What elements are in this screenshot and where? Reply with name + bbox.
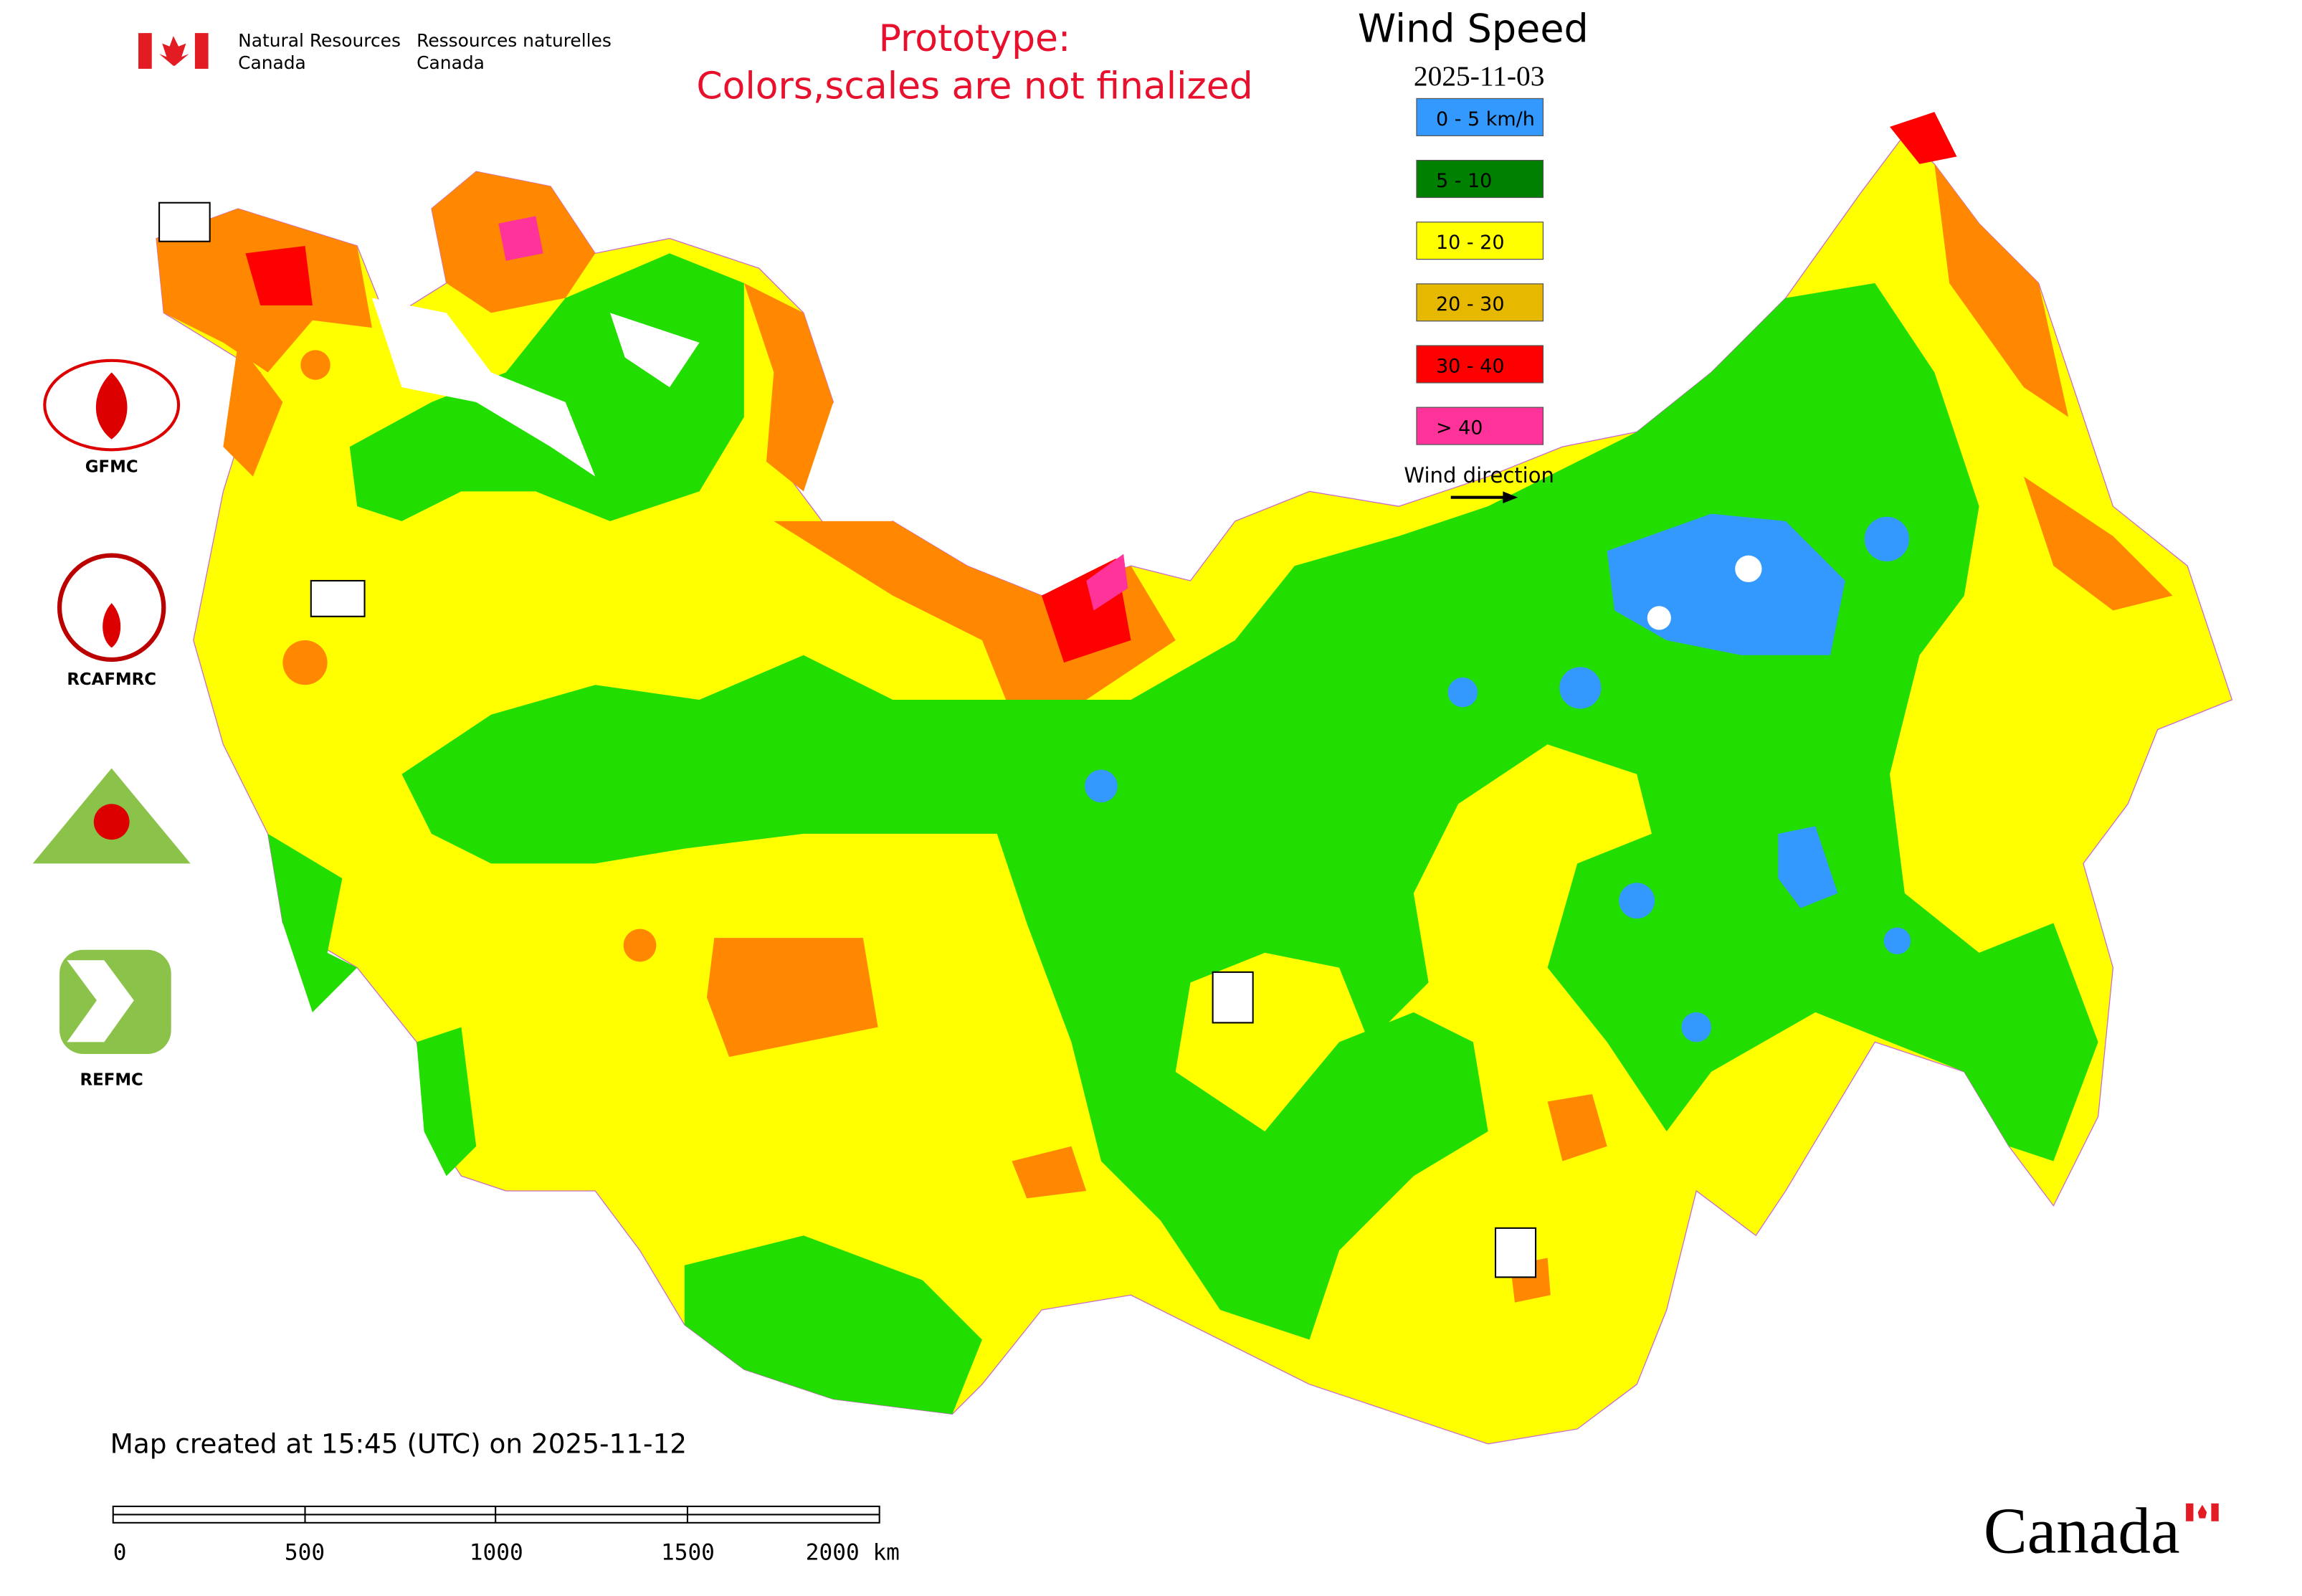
direction-label: Wind direction bbox=[1404, 463, 1554, 488]
legend-label: 10 - 20 bbox=[1436, 232, 1505, 254]
direction-arrow bbox=[1503, 491, 1518, 504]
logo-marker bbox=[158, 201, 211, 242]
legend-label: 5 - 10 bbox=[1436, 170, 1492, 192]
legend-swatch bbox=[1416, 222, 1544, 260]
legend-swatch bbox=[1416, 98, 1544, 136]
logo bbox=[93, 804, 130, 840]
zone-blue bbox=[1559, 667, 1602, 709]
logo-label: GFMC bbox=[85, 457, 138, 476]
agency-en: Natural Resources bbox=[238, 30, 401, 51]
legend-items: 0 - 5 km/h 5 - 10 10 - 20 20 - 30 30 - 40 > 4… bbox=[1416, 98, 1544, 445]
zone-blue bbox=[1447, 677, 1478, 708]
logo-marker bbox=[1212, 971, 1254, 1024]
logo-label: RCAFMRC bbox=[67, 670, 156, 689]
legend-label: 30 - 40 bbox=[1436, 355, 1505, 377]
logo-label: REFMC bbox=[80, 1071, 143, 1090]
wordmark-flag bbox=[2186, 1503, 2194, 1521]
zone-orange bbox=[156, 163, 2173, 1303]
zone-orange bbox=[282, 640, 328, 685]
zone-blue bbox=[1681, 1012, 1711, 1042]
flag-leaf bbox=[159, 36, 189, 66]
legend-title: Wind Speed bbox=[1358, 6, 1589, 52]
zone-blue bbox=[1864, 516, 1910, 561]
legend-swatch bbox=[1416, 159, 1544, 199]
logo-marker bbox=[310, 579, 366, 617]
legend-label: 0 - 5 km/h bbox=[1436, 108, 1535, 130]
water bbox=[371, 298, 700, 477]
agency-fr: Ressources naturelles bbox=[417, 30, 612, 51]
zone-blue bbox=[1085, 769, 1118, 803]
logo bbox=[103, 603, 121, 648]
zone-orange bbox=[300, 350, 330, 380]
water bbox=[1735, 555, 1762, 583]
legend-swatch bbox=[1416, 283, 1544, 322]
scale-labels: 0 500 1000 1500 2000 km bbox=[113, 1540, 900, 1566]
logo bbox=[67, 960, 134, 1042]
legend-date: 2025-11-03 bbox=[1414, 60, 1544, 92]
wordmark-flag bbox=[2197, 1504, 2207, 1519]
legend-swatch bbox=[1416, 345, 1544, 384]
flag-bar bbox=[138, 33, 152, 69]
logo bbox=[43, 358, 181, 452]
wordmark: Canada bbox=[1984, 1494, 2180, 1567]
notice: Prototype: bbox=[879, 17, 1071, 60]
legend-label: 20 - 30 bbox=[1436, 293, 1505, 315]
notice: Colors,scales are not finalized bbox=[696, 65, 1252, 108]
zone-blue bbox=[1883, 927, 1911, 954]
scale-label: 1000 bbox=[470, 1540, 523, 1566]
scale-label: 0 bbox=[113, 1540, 127, 1566]
logo-marker bbox=[1494, 1227, 1537, 1278]
scale-label: 2000 km bbox=[806, 1540, 900, 1566]
footer: Map created at 15:45 (UTC) on 2025-11-12 bbox=[110, 1428, 687, 1459]
zone-orange bbox=[623, 928, 657, 962]
agency-fr: Canada bbox=[417, 52, 485, 73]
water bbox=[1647, 606, 1671, 630]
legend-swatch bbox=[1416, 407, 1544, 445]
wordmark-flag bbox=[2211, 1503, 2219, 1521]
zone-blue bbox=[1619, 883, 1655, 919]
flag-bar bbox=[194, 33, 209, 69]
scale-bar bbox=[112, 1505, 880, 1524]
logo bbox=[95, 372, 128, 440]
scale-label: 500 bbox=[285, 1540, 325, 1566]
agency-en: Canada bbox=[238, 52, 306, 73]
legend-label: > 40 bbox=[1436, 417, 1483, 440]
scale-label: 1500 bbox=[661, 1540, 715, 1566]
